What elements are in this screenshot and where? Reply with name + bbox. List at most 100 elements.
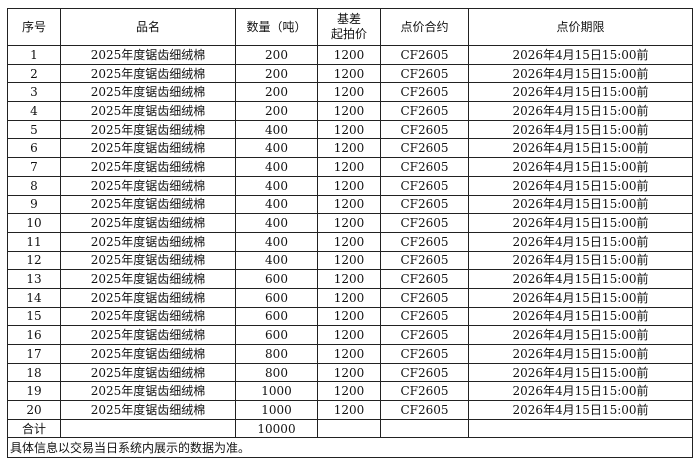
total-empty	[468, 418, 693, 439]
cell-basis-price: 1200	[317, 119, 381, 140]
table-row: 3 2025年度锯齿细绒棉 200 1200 CF2605 2026年4月15日15:00…	[7, 82, 693, 103]
cell-contract: CF2605	[380, 400, 469, 420]
table-row: 17 2025年度锯齿细绒棉 800 1200 CF2605 2026年4月15日15:0…	[7, 344, 693, 364]
total-row: 合计 10000	[7, 418, 693, 439]
cell-deadline: 2026年4月15日15:00前	[468, 101, 693, 121]
cell-basis-price: 1200	[317, 82, 381, 103]
cell-contract: CF2605	[380, 175, 469, 196]
table-row: 7 2025年度锯齿细绒棉 400 1200 CF2605 2026年4月15日15:00…	[7, 157, 693, 177]
cell-product: 2025年度锯齿细绒棉	[60, 306, 236, 327]
cell-basis-price: 1200	[317, 287, 381, 308]
cell-basis-price: 1200	[317, 306, 381, 327]
table-row: 2 2025年度锯齿细绒棉 200 1200 CF2605 2026年4月15日15:00…	[7, 63, 693, 84]
cell-index: 20	[7, 400, 61, 420]
cell-index: 10	[7, 213, 61, 233]
table-row: 16 2025年度锯齿细绒棉 600 1200 CF2605 2026年4月15日15:0…	[7, 325, 693, 345]
total-empty	[380, 418, 469, 439]
cell-basis-price: 1200	[317, 157, 381, 177]
cell-product: 2025年度锯齿细绒棉	[60, 231, 236, 252]
table-row: 15 2025年度锯齿细绒棉 600 1200 CF2605 2026年4月15日15:0…	[7, 306, 693, 327]
table-row: 12 2025年度锯齿细绒棉 400 1200 CF2605 2026年4月15日15:0…	[7, 250, 693, 271]
cell-product: 2025年度锯齿细绒棉	[60, 362, 236, 383]
cell-quantity: 400	[235, 250, 318, 271]
cell-basis-price: 1200	[317, 269, 381, 289]
cell-quantity: 400	[235, 213, 318, 233]
cell-quantity: 200	[235, 82, 318, 103]
header-basis-price: 基差 起拍价	[317, 8, 381, 46]
cell-basis-price: 1200	[317, 362, 381, 383]
table-row: 11 2025年度锯齿细绒棉 400 1200 CF2605 2026年4月15日15:0…	[7, 231, 693, 252]
cell-deadline: 2026年4月15日15:00前	[468, 45, 693, 65]
cell-index: 15	[7, 306, 61, 327]
table-row: 6 2025年度锯齿细绒棉 400 1200 CF2605 2026年4月15日15:00…	[7, 138, 693, 159]
cell-basis-price: 1200	[317, 381, 381, 402]
cell-product: 2025年度锯齿细绒棉	[60, 344, 236, 364]
cell-contract: CF2605	[380, 213, 469, 233]
note-text: 具体信息以交易当日系统内展示的数据为准。	[7, 437, 693, 459]
cell-basis-price: 1200	[317, 194, 381, 215]
cell-contract: CF2605	[380, 45, 469, 65]
table-row: 14 2025年度锯齿细绒棉 600 1200 CF2605 2026年4月15日15:0…	[7, 287, 693, 308]
cell-deadline: 2026年4月15日15:00前	[468, 213, 693, 233]
cell-basis-price: 1200	[317, 231, 381, 252]
cell-contract: CF2605	[380, 362, 469, 383]
cell-quantity: 1000	[235, 400, 318, 420]
cell-contract: CF2605	[380, 82, 469, 103]
cell-deadline: 2026年4月15日15:00前	[468, 250, 693, 271]
cell-index: 1	[7, 45, 61, 65]
cell-product: 2025年度锯齿细绒棉	[60, 287, 236, 308]
total-empty	[60, 418, 236, 439]
cell-basis-price: 1200	[317, 250, 381, 271]
cell-contract: CF2605	[380, 101, 469, 121]
table-row: 9 2025年度锯齿细绒棉 400 1200 CF2605 2026年4月15日15:00…	[7, 194, 693, 215]
header-product: 品名	[60, 8, 236, 46]
cell-contract: CF2605	[380, 138, 469, 159]
cell-basis-price: 1200	[317, 344, 381, 364]
cell-quantity: 200	[235, 63, 318, 84]
cell-quantity: 600	[235, 287, 318, 308]
header-contract: 点价合约	[380, 8, 469, 46]
cell-contract: CF2605	[380, 63, 469, 84]
total-quantity: 10000	[235, 418, 318, 439]
cell-product: 2025年度锯齿细绒棉	[60, 250, 236, 271]
table-row: 13 2025年度锯齿细绒棉 600 1200 CF2605 2026年4月15日15:0…	[7, 269, 693, 289]
cell-product: 2025年度锯齿细绒棉	[60, 101, 236, 121]
cell-index: 18	[7, 362, 61, 383]
cell-index: 17	[7, 344, 61, 364]
cell-contract: CF2605	[380, 325, 469, 345]
cell-product: 2025年度锯齿细绒棉	[60, 119, 236, 140]
cell-product: 2025年度锯齿细绒棉	[60, 63, 236, 84]
table-row: 18 2025年度锯齿细绒棉 800 1200 CF2605 2026年4月15日15:0…	[7, 362, 693, 383]
cell-quantity: 400	[235, 119, 318, 140]
cell-contract: CF2605	[380, 306, 469, 327]
cell-quantity: 400	[235, 194, 318, 215]
cell-quantity: 600	[235, 269, 318, 289]
cell-index: 2	[7, 63, 61, 84]
cell-quantity: 200	[235, 45, 318, 65]
cell-basis-price: 1200	[317, 101, 381, 121]
table-row: 5 2025年度锯齿细绒棉 400 1200 CF2605 2026年4月15日15:00…	[7, 119, 693, 140]
cell-deadline: 2026年4月15日15:00前	[468, 194, 693, 215]
cell-deadline: 2026年4月15日15:00前	[468, 175, 693, 196]
cell-deadline: 2026年4月15日15:00前	[468, 400, 693, 420]
cell-deadline: 2026年4月15日15:00前	[468, 269, 693, 289]
table-row: 19 2025年度锯齿细绒棉 1000 1200 CF2605 2026年4月15日15:…	[7, 381, 693, 402]
cell-quantity: 800	[235, 344, 318, 364]
total-label: 合计	[7, 418, 61, 439]
cell-basis-price: 1200	[317, 63, 381, 84]
total-empty	[317, 418, 381, 439]
cell-product: 2025年度锯齿细绒棉	[60, 325, 236, 345]
cell-basis-price: 1200	[317, 45, 381, 65]
cell-contract: CF2605	[380, 269, 469, 289]
cell-product: 2025年度锯齿细绒棉	[60, 194, 236, 215]
header-row: 序号 品名 数量（吨） 基差 起拍价 点价合约 点价期限	[7, 8, 693, 46]
cell-deadline: 2026年4月15日15:00前	[468, 381, 693, 402]
cell-basis-price: 1200	[317, 325, 381, 345]
table-row: 20 2025年度锯齿细绒棉 1000 1200 CF2605 2026年4月15日15:…	[7, 400, 693, 420]
cell-index: 7	[7, 157, 61, 177]
cell-contract: CF2605	[380, 119, 469, 140]
cell-deadline: 2026年4月15日15:00前	[468, 157, 693, 177]
cell-quantity: 600	[235, 306, 318, 327]
cell-contract: CF2605	[380, 287, 469, 308]
cell-index: 5	[7, 119, 61, 140]
